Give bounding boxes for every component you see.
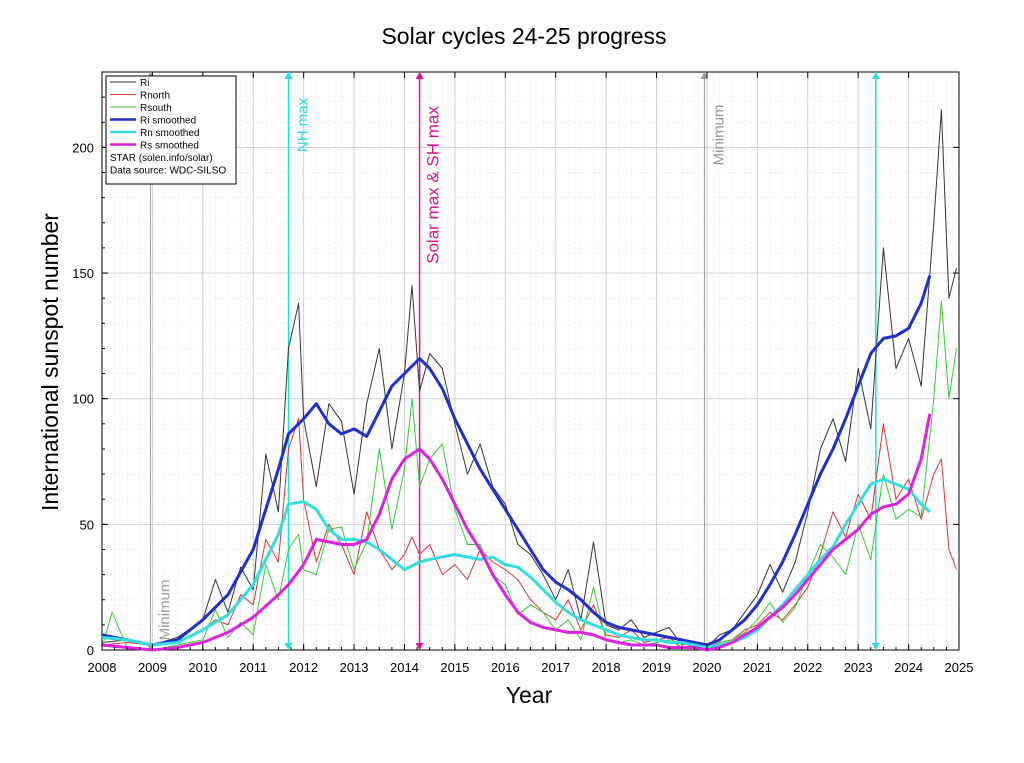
x-tick-label: 2014 [390,660,419,675]
axes: 2008 2009 2010 2011 2012 2013 2014 2015 2016 2017… [72,71,974,675]
legend-entry: Ri smoothed [140,116,196,127]
y-tick-label: 50 [80,517,94,532]
y-axis-title: International sunspot number [37,213,63,511]
x-tick-label: 2013 [340,660,369,675]
marker-arrow-top [284,72,293,79]
marker-arrow-top [871,72,880,79]
legend-entry: Rsouth [140,103,172,114]
legend-note: STAR (solen.info/solar) [110,153,213,164]
x-tick-label: 2025 [945,660,974,675]
x-tick-label: 2017 [541,660,570,675]
marker-arrow-top [700,72,709,79]
x-tick-label: 2016 [491,660,520,675]
marker-arrow-bottom [284,643,293,650]
x-tick-label: 2024 [894,660,923,675]
legend-entry: Rn smoothed [140,128,199,139]
x-tick-label: 2008 [88,660,117,675]
legend-entry: Rs smoothed [140,141,199,152]
series-lines [101,109,957,652]
marker-label: Minimum [156,580,173,641]
y-tick-label: 0 [87,643,94,658]
x-tick-label: 2022 [793,660,822,675]
x-tick-label: 2020 [692,660,721,675]
series-line-ri-smoothed [101,275,932,647]
chart-title: Solar cycles 24-25 progress [381,23,666,49]
x-tick-label: 2009 [138,660,167,675]
legend-entry: Ri [140,78,149,89]
x-tick-label: 2023 [844,660,873,675]
legend-note: Data source: WDC-SILSO [110,166,226,177]
marker-arrow-bottom [415,643,424,650]
series-line-rnorth [101,418,957,648]
x-tick-label: 2011 [239,660,267,675]
x-axis-title: Year [506,682,553,708]
y-tick-label: 100 [72,392,94,407]
marker-label: Solar max & SH max [424,106,443,264]
x-tick-label: 2019 [642,660,671,675]
marker-label: NH max [295,97,312,152]
y-tick-label: 150 [72,266,94,281]
marker-arrow-top [415,72,424,79]
y-tick-label: 200 [72,140,94,155]
legend-entry: Rnorth [140,91,170,102]
marker-label: Minimum [710,105,727,166]
x-tick-label: 2018 [592,660,621,675]
x-tick-label: 2015 [440,660,469,675]
series-line-rs-smoothed [101,413,932,652]
series-line-ri [101,109,957,648]
series-line-rn-smoothed [101,477,931,649]
x-tick-label: 2021 [743,660,772,675]
x-tick-label: 2012 [289,660,318,675]
marker-arrow-bottom [871,643,880,650]
x-tick-label: 2010 [188,660,217,675]
